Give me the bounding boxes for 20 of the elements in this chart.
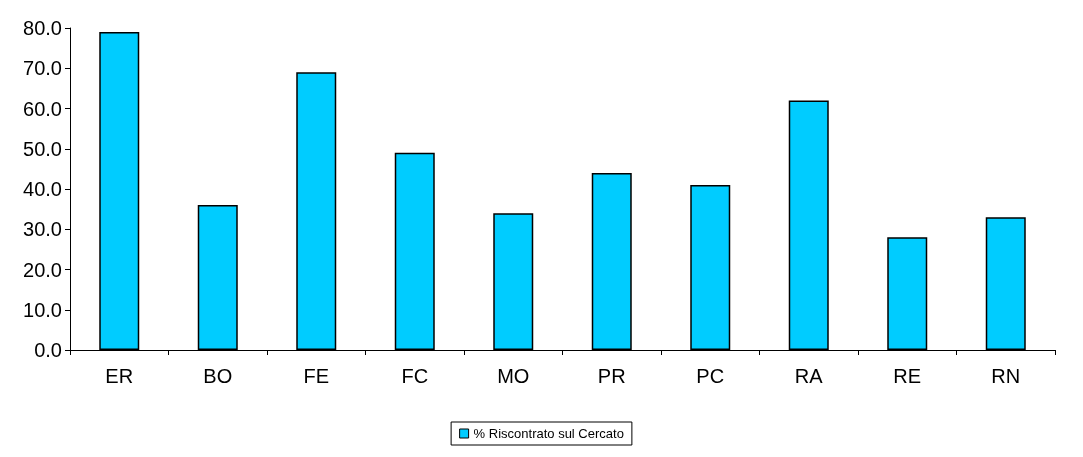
x-tick-label: ER [105,365,134,387]
x-tick-label: BO [203,365,233,387]
x-tick-label: RE [893,365,922,387]
y-tick-label: 80.0 [23,17,62,39]
y-tick-label: 20.0 [23,258,62,281]
y-tick-label: 10.0 [23,298,62,321]
y-tick-label: 0.0 [34,339,62,361]
legend-label: % Riscontrato sul Cercato [473,426,624,441]
x-tick-label: FC [401,365,429,387]
x-tick-label: PC [696,365,725,387]
y-tick-label: 70.0 [23,57,62,80]
x-tick-label: MO [497,365,530,387]
x-tick-label: PR [597,365,626,387]
y-tick-label: 40.0 [23,178,62,200]
x-tick-label: RA [794,365,824,387]
x-tick-label: FE [303,365,330,387]
y-tick-label: 30.0 [23,218,62,241]
y-tick-label: 60.0 [23,97,62,120]
x-tick-label: RN [991,365,1021,387]
y-tick-label: 50.0 [23,137,62,160]
